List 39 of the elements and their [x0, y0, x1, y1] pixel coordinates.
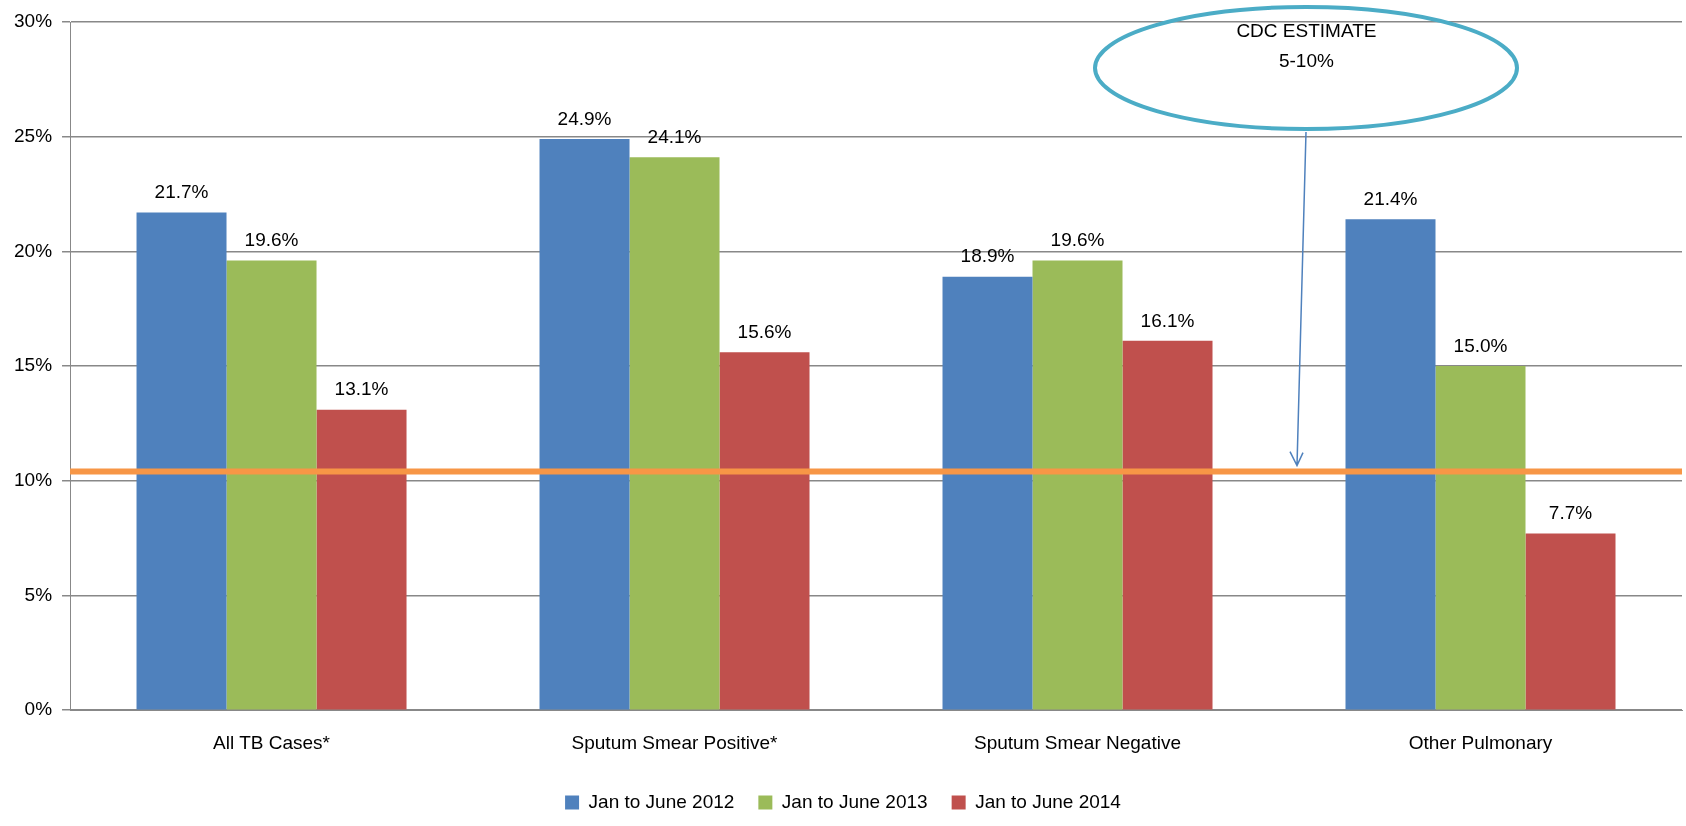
- legend-label: Jan to June 2012: [588, 790, 735, 812]
- y-tick-label: 20%: [14, 239, 53, 261]
- y-tick-label: 10%: [14, 469, 53, 491]
- bar: [1345, 219, 1436, 710]
- data-label: 16.1%: [1140, 309, 1195, 331]
- bar: [316, 409, 407, 710]
- data-label: 13.1%: [334, 378, 389, 400]
- bar: [629, 157, 720, 710]
- legend-label: Jan to June 2014: [975, 790, 1122, 812]
- bar: [539, 138, 630, 710]
- bar: [226, 260, 317, 710]
- y-tick-label: 30%: [14, 10, 53, 32]
- data-label: 15.0%: [1453, 334, 1508, 356]
- bar: [942, 276, 1033, 710]
- bar: [136, 212, 227, 710]
- data-label: 24.9%: [557, 107, 612, 129]
- data-label: 15.6%: [737, 321, 792, 343]
- y-tick-label: 0%: [24, 698, 53, 720]
- data-label: 19.6%: [244, 229, 299, 251]
- x-tick-label: Sputum Smear Negative: [974, 731, 1182, 753]
- bar: [1032, 260, 1123, 710]
- annotation: CDC ESTIMATE 5-10%: [1235, 19, 1378, 73]
- y-tick-label: 25%: [14, 124, 53, 146]
- x-tick-label: Sputum Smear Positive*: [571, 731, 779, 753]
- bar: [719, 352, 810, 710]
- x-tick-label: All TB Cases*: [213, 731, 331, 753]
- data-label: 21.4%: [1363, 188, 1418, 210]
- y-tick-label: 15%: [14, 354, 53, 376]
- data-label: 21.7%: [154, 181, 209, 203]
- bar: [1122, 340, 1213, 710]
- y-tick-label: 5%: [24, 583, 53, 605]
- x-tick-label: Other Pulmonary: [1408, 731, 1553, 753]
- bar: [1525, 533, 1616, 710]
- data-label: 18.9%: [960, 245, 1015, 267]
- data-label: 19.6%: [1050, 229, 1105, 251]
- data-label: 7.7%: [1548, 502, 1593, 524]
- data-label: 24.1%: [647, 126, 702, 148]
- legend-label: Jan to June 2013: [781, 790, 928, 812]
- bar: [1435, 366, 1526, 710]
